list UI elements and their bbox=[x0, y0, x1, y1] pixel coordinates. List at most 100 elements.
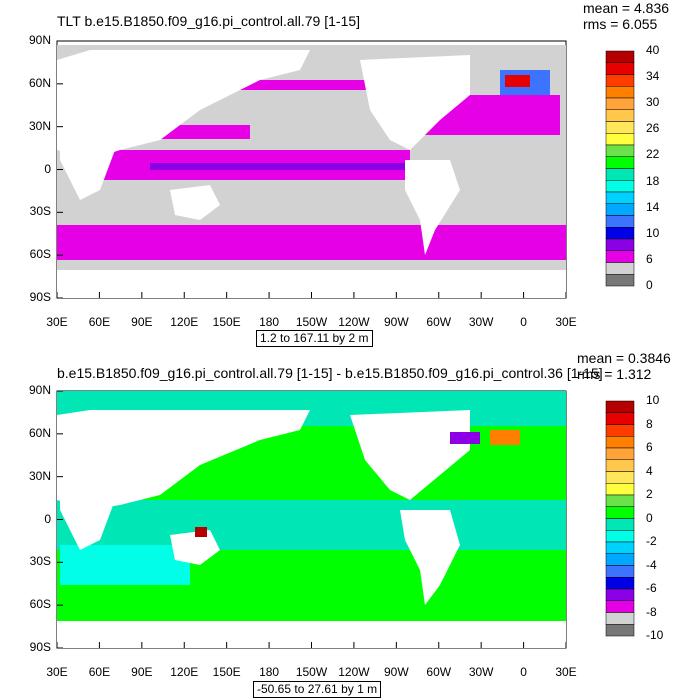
colorbar-swatch bbox=[605, 227, 635, 240]
lon-tick-label: 30E bbox=[46, 315, 68, 329]
colorbar-swatch bbox=[605, 447, 635, 460]
colorbar-2 bbox=[605, 400, 635, 637]
colorbar-swatch bbox=[605, 238, 635, 251]
lon-tick-label: 180 bbox=[259, 665, 280, 679]
map-panel-1: TLT b.e15.B1850.f09_g16.pi_control.all.7… bbox=[28, 0, 670, 347]
colorbar-label: -10 bbox=[646, 628, 664, 642]
colorbar-swatch bbox=[605, 588, 635, 601]
map-1-rms: rms = 6.055 bbox=[583, 16, 658, 32]
map-1-info: 1.2 to 167.11 by 2 m bbox=[256, 330, 373, 347]
lat-tick-label: 30N bbox=[28, 118, 51, 133]
lon-tick-label: 90W bbox=[383, 315, 409, 329]
colorbar-swatch bbox=[605, 133, 635, 146]
colorbar-swatch bbox=[605, 203, 635, 216]
lon-tick-label: 30W bbox=[468, 665, 494, 679]
colorbar-label: 2 bbox=[646, 487, 653, 501]
colorbar-swatch bbox=[605, 144, 635, 157]
lon-tick-label: 0 bbox=[520, 665, 527, 679]
colorbar-swatch bbox=[605, 412, 635, 425]
map-panel-2: b.e15.B1850.f09_g16.pi_control.all.79 [1… bbox=[0, 350, 700, 700]
colorbar-swatch bbox=[605, 62, 635, 75]
colorbar-swatch bbox=[605, 471, 635, 484]
colorbar-swatch bbox=[605, 553, 635, 566]
colorbar-label: 0 bbox=[646, 278, 653, 292]
colorbar-label: 4 bbox=[646, 463, 653, 478]
lon-tick-label: 60W bbox=[426, 315, 452, 329]
colorbar-swatch bbox=[605, 506, 635, 519]
lon-tick-label: 60E bbox=[88, 665, 111, 679]
colorbar-swatch bbox=[605, 180, 635, 193]
lat-tick-label: 90N bbox=[28, 383, 51, 397]
lat-tick-label: 60N bbox=[28, 75, 51, 90]
colorbar-label: 8 bbox=[646, 416, 653, 431]
lat-tick-label: 60S bbox=[29, 597, 51, 612]
map-2-rms: rms = 1.312 bbox=[577, 366, 652, 382]
colorbar-label: 6 bbox=[646, 440, 653, 454]
colorbar-swatch bbox=[605, 97, 635, 110]
map-1-field bbox=[57, 45, 566, 298]
lon-tick-label: 90W bbox=[383, 665, 409, 679]
lat-tick-label: 0 bbox=[44, 511, 51, 526]
lat-tick-label: 90S bbox=[29, 290, 51, 304]
lat-tick-label: 0 bbox=[44, 161, 51, 176]
colorbar-swatch bbox=[605, 168, 635, 181]
colorbar-label: -2 bbox=[646, 534, 657, 548]
lon-tick-label: 150W bbox=[295, 315, 328, 329]
lon-tick-label: 180 bbox=[259, 315, 280, 329]
map-1-title: TLT b.e15.B1850.f09_g16.pi_control.all.7… bbox=[57, 13, 361, 29]
colorbar-swatch bbox=[605, 624, 635, 637]
colorbar-swatch bbox=[605, 518, 635, 531]
colorbar-swatch bbox=[605, 109, 635, 122]
colorbar-swatch bbox=[605, 74, 635, 87]
colorbar-swatch bbox=[605, 191, 635, 204]
map-1-svg bbox=[56, 40, 635, 299]
lat-tick-label: 30S bbox=[29, 554, 51, 569]
lat-tick-label: 90S bbox=[29, 640, 51, 654]
colorbar-label: 26 bbox=[646, 121, 660, 136]
colorbar-label: 0 bbox=[646, 510, 653, 525]
colorbar-label: 14 bbox=[646, 199, 660, 214]
lon-tick-label: 120W bbox=[338, 665, 370, 679]
colorbar-swatch bbox=[605, 565, 635, 578]
colorbar-label: 10 bbox=[646, 393, 660, 407]
colorbar-label: -8 bbox=[646, 604, 657, 619]
lat-tick-label: 30N bbox=[28, 468, 51, 483]
colorbar-label: -6 bbox=[646, 581, 657, 595]
lon-tick-label: 90E bbox=[131, 665, 153, 679]
colorbar-swatch bbox=[605, 541, 635, 554]
colorbar-swatch bbox=[605, 494, 635, 507]
colorbar-label: 34 bbox=[646, 69, 660, 84]
lon-tick-label: 150E bbox=[212, 315, 241, 329]
lon-tick-label: 120W bbox=[338, 315, 370, 329]
colorbar-swatch bbox=[605, 612, 635, 625]
colorbar-label: 30 bbox=[646, 95, 660, 110]
colorbar-label: 40 bbox=[646, 43, 660, 57]
lon-tick-label: 120E bbox=[170, 665, 199, 679]
lon-tick-label: 30W bbox=[468, 315, 494, 329]
lon-tick-label: 60E bbox=[88, 315, 111, 329]
colorbar-1 bbox=[605, 50, 635, 287]
lon-tick-label: 30E bbox=[46, 665, 68, 679]
colorbar-swatch bbox=[605, 121, 635, 134]
lon-tick-label: 150W bbox=[295, 665, 328, 679]
colorbar-label: 22 bbox=[646, 147, 660, 162]
colorbar-swatch bbox=[605, 262, 635, 275]
map-1-mean: mean = 4.836 bbox=[583, 0, 670, 16]
lat-tick-label: 60N bbox=[28, 425, 51, 440]
lon-tick-label: 120E bbox=[170, 315, 199, 329]
map-2-svg bbox=[56, 390, 635, 649]
colorbar-label: 6 bbox=[646, 251, 653, 266]
colorbar-swatch bbox=[605, 400, 635, 413]
colorbar-swatch bbox=[605, 215, 635, 228]
lat-tick-label: 30S bbox=[29, 204, 51, 219]
colorbar-swatch bbox=[605, 600, 635, 613]
map-2-title: b.e15.B1850.f09_g16.pi_control.all.79 [1… bbox=[57, 365, 603, 381]
lat-tick-label: 90N bbox=[28, 33, 51, 47]
lon-tick-label: 90E bbox=[131, 315, 153, 329]
colorbar-swatch bbox=[605, 274, 635, 287]
colorbar-swatch bbox=[605, 50, 635, 63]
colorbar-swatch bbox=[605, 459, 635, 472]
lon-tick-label: 60W bbox=[426, 665, 452, 679]
lon-tick-label: 30E bbox=[555, 315, 577, 329]
colorbar-label: 18 bbox=[646, 173, 660, 188]
